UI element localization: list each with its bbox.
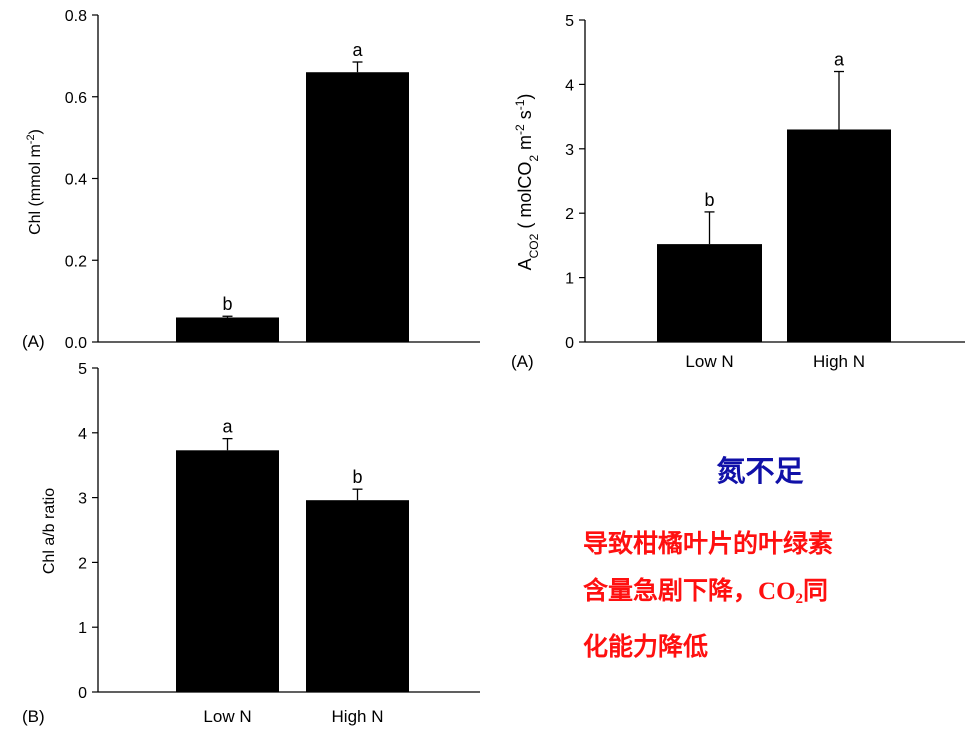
y-tick-label: 1 [78, 620, 87, 637]
y-tick-label: 0 [78, 685, 87, 702]
bar-low-n [176, 450, 279, 692]
panel-label: (A) [511, 352, 534, 371]
conclusion-text: 导致柑橘叶片的叶绿素 含量急剧下降，CO2同 化能力降低 [583, 520, 963, 670]
panel-label: (A) [22, 332, 45, 351]
y-tick-label: 0.8 [65, 8, 87, 25]
bar-high-n [787, 129, 891, 342]
y-tick-label: 2 [565, 206, 574, 223]
y-tick-label: 0.2 [65, 253, 87, 270]
co2-subscript: 2 [795, 591, 804, 607]
significance-letter: b [352, 467, 362, 487]
x-tick-label: High N [813, 352, 865, 371]
y-axis-label: Chl a/b ratio [41, 488, 58, 574]
co2-main: CO [758, 578, 796, 605]
y-tick-label: 0.0 [65, 335, 87, 352]
chart-panel-1: 0.0 0.2 0.4 0.6 0.8 (A) b a Chl (mmol m-2) [22, 8, 480, 352]
bar-high-n [306, 72, 409, 342]
x-tick-label: High N [332, 707, 384, 726]
y-tick-label: 2 [78, 555, 87, 572]
y-tick-label: 0 [565, 335, 574, 352]
bar-low-n [657, 244, 762, 342]
conclusion-line-1: 导致柑橘叶片的叶绿素 [583, 529, 834, 558]
significance-letter: b [222, 294, 232, 314]
y-tick-label: 1 [565, 271, 574, 288]
x-tick-label: Low N [203, 707, 251, 726]
y-tick-label: 5 [78, 361, 87, 378]
y-tick-label: 5 [565, 13, 574, 30]
y-tick-label: 3 [565, 142, 574, 159]
y-axis-label: ACO2 ( molCO2 m-2 s-1) [513, 94, 541, 271]
significance-letter: b [704, 190, 714, 210]
conclusion-line-3: 化能力降低 [583, 632, 709, 661]
heading-nitrogen-deficiency: 氮不足 [716, 454, 804, 488]
bar-low-n [176, 317, 279, 342]
y-tick-label: 0.6 [65, 90, 87, 107]
y-tick-label: 0.4 [65, 172, 87, 189]
chart-panel-3: 0 1 2 3 4 5 (A) b Low N a High N ACO2 ( molCO2 m-2 … [511, 13, 965, 371]
conclusion-line-2-text: 含量急剧下降， [583, 576, 759, 605]
y-tick-label: 3 [78, 491, 87, 508]
conclusion-line-2: 含量急剧下降，CO2同 [583, 567, 963, 623]
conclusion-line-2-end: 同 [803, 576, 829, 605]
chart-panel-2: 0 1 2 3 4 5 (B) a Low N b High N Chl a/b ratio [22, 361, 480, 726]
y-axis-label: Chl (mmol m-2) [25, 129, 44, 235]
significance-letter: a [352, 40, 363, 60]
x-tick-label: Low N [685, 352, 733, 371]
significance-letter: a [222, 417, 233, 437]
y-tick-label: 4 [565, 77, 574, 94]
panel-label: (B) [22, 707, 45, 726]
co2-formula: CO2 [758, 578, 804, 607]
bar-high-n [306, 500, 409, 692]
significance-letter: a [834, 50, 845, 70]
y-tick-label: 4 [78, 426, 87, 443]
